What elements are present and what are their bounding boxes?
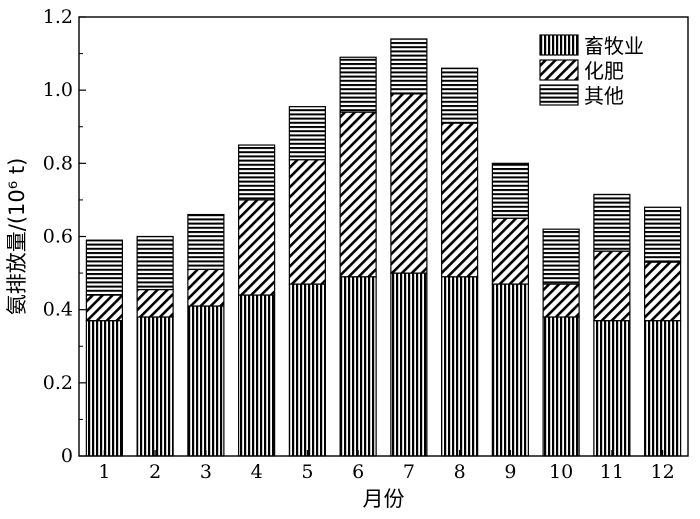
- bar-segment-2-month-2: [136, 288, 174, 318]
- x-tick-label: 8: [454, 461, 466, 483]
- bars-layer: [85, 38, 682, 457]
- bar-segment-2-month-8: [441, 122, 479, 278]
- bar-segment-2-month-11: [593, 250, 631, 322]
- y-tick-label: 0.6: [43, 226, 73, 248]
- x-tick-label: 4: [251, 461, 263, 483]
- bar-segment-2-month-9: [491, 217, 529, 285]
- x-tick-label: 3: [200, 461, 212, 483]
- bar-segment-3-month-8: [441, 67, 479, 124]
- bar-segment-1-month-12: [644, 320, 682, 457]
- y-axis-title: 氨排放量/(10⁶ t): [5, 158, 29, 316]
- bar-segment-1-month-8: [441, 276, 479, 457]
- bar-segment-1-month-7: [390, 272, 428, 457]
- bar-segment-1-month-11: [593, 320, 631, 457]
- x-tick-label: 10: [549, 461, 573, 483]
- bar-segment-3-month-10: [542, 228, 580, 285]
- bar-segment-3-month-1: [85, 239, 123, 296]
- y-tick-label: 0.4: [43, 299, 73, 321]
- x-tick-label: 5: [301, 461, 313, 483]
- x-tick-label: 11: [600, 461, 624, 483]
- bar-segment-2-month-10: [542, 283, 580, 318]
- y-tick-label: 0.2: [43, 372, 73, 394]
- x-tick-label: 7: [403, 461, 415, 483]
- bar-segment-3-month-4: [238, 144, 276, 201]
- bar-segment-2-month-5: [288, 159, 326, 285]
- x-tick-label: 2: [149, 461, 161, 483]
- bar-segment-1-month-2: [136, 316, 174, 457]
- legend-swatch-3: [539, 84, 579, 106]
- y-tick-label: 1.0: [43, 79, 73, 101]
- bar-segment-1-month-1: [85, 320, 123, 457]
- bar-segment-3-month-3: [187, 213, 225, 271]
- bar-segment-2-month-12: [644, 261, 682, 322]
- y-tick-label: 0.8: [43, 152, 73, 174]
- bar-segment-1-month-3: [187, 305, 225, 457]
- legend-label-1: 畜牧业: [584, 34, 644, 58]
- legend-swatch-1: [539, 34, 579, 56]
- y-tick-label: 0: [61, 445, 73, 467]
- x-tick-label: 1: [98, 461, 110, 483]
- bar-segment-2-month-7: [390, 93, 428, 274]
- legend-swatch-2: [539, 59, 579, 81]
- bar-segment-2-month-6: [339, 111, 377, 278]
- bar-segment-1-month-9: [491, 283, 529, 457]
- axes-layer: 00.20.40.60.81.01.21 2 3 4 5 6 7 8 9 10 11 12: [43, 6, 689, 483]
- bar-segment-3-month-12: [644, 206, 682, 263]
- legend-label-3: 其他: [584, 84, 624, 108]
- bar-segment-1-month-5: [288, 283, 326, 457]
- bar-segment-3-month-6: [339, 56, 377, 113]
- x-tick-label: 6: [352, 461, 364, 483]
- bar-segment-3-month-9: [491, 162, 529, 219]
- bar-segment-3-month-5: [288, 106, 326, 161]
- legend-label-2: 化肥: [584, 59, 624, 83]
- y-tick-label: 1.2: [43, 6, 73, 28]
- bar-segment-2-month-3: [187, 268, 225, 307]
- bar-segment-3-month-11: [593, 193, 631, 252]
- x-tick-label: 12: [651, 461, 675, 483]
- x-axis-title: 月份: [363, 487, 405, 511]
- bar-segment-1-month-10: [542, 316, 580, 457]
- bar-segment-2-month-1: [85, 294, 123, 322]
- x-tick-label: 9: [504, 461, 516, 483]
- bar-segment-2-month-4: [238, 199, 276, 296]
- bar-segment-3-month-2: [136, 235, 174, 291]
- bar-segment-1-month-6: [339, 276, 377, 457]
- bar-segment-1-month-4: [238, 294, 276, 457]
- bar-segment-3-month-7: [390, 38, 428, 95]
